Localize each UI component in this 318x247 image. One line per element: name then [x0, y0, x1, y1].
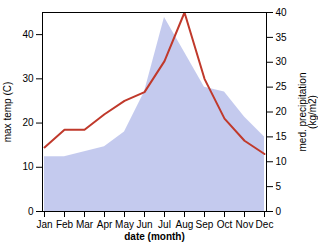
svg-text:25: 25	[276, 81, 288, 92]
svg-text:30: 30	[276, 56, 288, 67]
svg-text:15: 15	[276, 131, 288, 142]
svg-text:10: 10	[22, 161, 34, 172]
svg-text:Mar: Mar	[76, 219, 94, 230]
svg-text:Dec: Dec	[256, 219, 274, 230]
svg-text:20: 20	[22, 117, 34, 128]
svg-text:Aug: Aug	[176, 219, 194, 230]
svg-text:Jul: Jul	[158, 219, 171, 230]
svg-text:0: 0	[276, 206, 282, 217]
svg-text:Oct: Oct	[217, 219, 233, 230]
svg-text:med. precipitation(kg/m2): med. precipitation(kg/m2)	[297, 73, 318, 152]
svg-text:40: 40	[22, 29, 34, 40]
svg-text:Sep: Sep	[196, 219, 214, 230]
svg-text:20: 20	[276, 106, 288, 117]
svg-text:max temp (C): max temp (C)	[2, 82, 13, 143]
svg-text:0: 0	[28, 206, 34, 217]
svg-text:10: 10	[276, 156, 288, 167]
svg-text:30: 30	[22, 73, 34, 84]
svg-text:Jan: Jan	[36, 219, 52, 230]
svg-text:May: May	[115, 219, 134, 230]
svg-text:5: 5	[276, 181, 282, 192]
svg-text:Jun: Jun	[136, 219, 152, 230]
svg-text:Nov: Nov	[236, 219, 254, 230]
svg-text:date (month): date (month)	[124, 231, 185, 242]
svg-text:40: 40	[276, 7, 288, 18]
svg-text:35: 35	[276, 32, 288, 43]
svg-text:Feb: Feb	[56, 219, 74, 230]
svg-text:Apr: Apr	[97, 219, 113, 230]
